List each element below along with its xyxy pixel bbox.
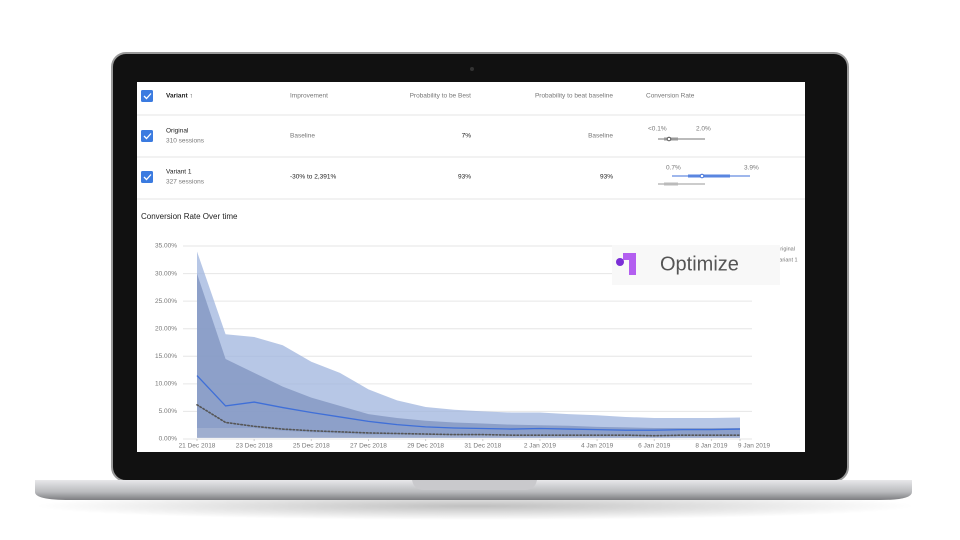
x-tick-label: 29 Dec 2018 [407,443,444,450]
improvement: -30% to 2,391% [290,174,336,181]
column-header: Probability to be Best [410,93,472,100]
check [143,174,152,181]
checkbox[interactable] [141,90,153,102]
x-tick-label: 25 Dec 2018 [293,443,330,450]
probability-best: 93% [458,174,471,181]
chart-title: Conversion Rate Over time [141,212,238,221]
logo-text: Optimize [660,253,739,275]
confidence-band [197,251,740,436]
y-tick-label: 30.00% [155,270,177,277]
y-tick-label: 35.00% [155,243,177,250]
x-tick-label: 8 Jan 2019 [695,443,728,450]
x-tick-label: 4 Jan 2019 [581,443,614,450]
x-tick-label: 21 Dec 2018 [179,443,216,450]
x-tick-label: 6 Jan 2019 [638,443,671,450]
range-point [699,173,705,179]
column-header: Improvement [290,93,328,100]
range-low: 0.7% [666,165,681,172]
column-header[interactable]: Variant ↑ [166,93,193,100]
probability-beat: 93% [600,174,613,181]
camera [470,67,474,71]
legend-label: Variant 1 [776,257,798,263]
chart: 0.00% 5.00% 10.00% 15.00% 20.00% 25.00% 30.00%… [155,243,798,450]
y-tick-label: 15.00% [155,353,177,360]
y-tick-label: 0.00% [159,436,178,443]
y-tick-label: 10.00% [155,381,177,388]
x-tick-label: 31 Dec 2018 [464,443,501,450]
range-point [666,136,672,142]
notch [412,480,537,490]
table: Variant ↑ Improvement Probability to be … [137,90,805,200]
y-tick-label: 5.00% [159,408,178,415]
logo-icon [623,253,636,275]
check [143,133,152,140]
logo-box [612,245,780,285]
column-header: Probability to beat baseline [535,93,613,100]
legend-label: Original [776,246,795,252]
probability-beat: Baseline [588,133,613,140]
column-header: Conversion Rate [646,93,695,100]
series-line [196,375,741,431]
range-high: 2.0% [696,126,711,133]
checkbox[interactable] [141,130,153,142]
logo-icon [616,258,624,266]
range-box [688,174,730,178]
logo: Optimize [612,245,780,285]
improvement: Baseline [290,133,315,140]
confidence-band [197,273,740,438]
range-box [664,182,678,186]
variant-name: Variant 1 [166,169,192,176]
x-tick-label: 23 Dec 2018 [236,443,273,450]
x-tick-label: 27 Dec 2018 [350,443,387,450]
range-high: 3.9% [744,165,759,172]
range-low: <0.1% [648,126,667,133]
y-tick-label: 25.00% [155,298,177,305]
sessions: 310 sessions [166,138,205,145]
x-tick-label: 9 Jan 2019 [738,443,771,450]
series-line [196,404,741,437]
y-tick-label: 20.00% [155,325,177,332]
variant-name: Original [166,128,189,135]
x-tick-label: 2 Jan 2019 [524,443,557,450]
check [143,93,152,100]
sessions: 327 sessions [166,179,205,186]
checkbox[interactable] [141,171,153,183]
probability-best: 7% [462,133,472,140]
